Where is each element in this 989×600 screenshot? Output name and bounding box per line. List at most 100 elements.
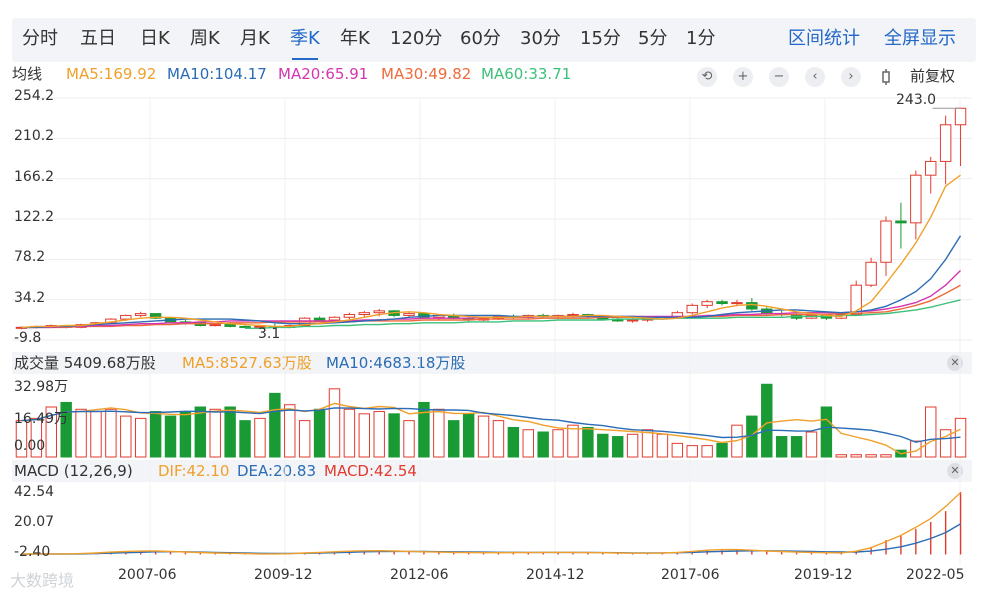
time-axis-label: 2014-12 — [526, 567, 585, 583]
tab-12[interactable]: 5分 — [638, 28, 668, 49]
volume-bar — [179, 411, 192, 458]
volume-bar — [611, 436, 624, 458]
tab-6[interactable]: 季K — [290, 18, 320, 60]
volume-bar — [105, 408, 117, 458]
reset-icon[interactable]: ⟲ — [697, 67, 717, 87]
tab-7[interactable]: 年K — [340, 28, 370, 49]
tab-10[interactable]: 30分 — [520, 28, 561, 49]
volume-axis-label: 0.00 — [14, 438, 46, 454]
price-axis-label: 254.2 — [14, 88, 55, 104]
ma60-value: MA60:33.71 — [481, 65, 572, 83]
tab-8[interactable]: 120分 — [390, 28, 443, 49]
close-macd-icon[interactable]: ✕ — [947, 463, 963, 479]
candle-body — [686, 304, 698, 314]
volume-bar — [462, 413, 475, 458]
volume-bar — [820, 406, 833, 458]
candle-body — [120, 314, 132, 320]
volume-bar — [120, 415, 132, 458]
candle-body — [373, 310, 385, 314]
tab-5[interactable]: 月K — [240, 28, 270, 49]
ma60-line — [245, 299, 961, 329]
volume-bar — [522, 429, 534, 458]
volume-bar — [224, 406, 236, 458]
price-axis-label: 122.2 — [14, 209, 55, 225]
low-price-label: 3.1 — [258, 326, 281, 342]
volume-bar — [418, 401, 430, 458]
volume-bar — [433, 408, 445, 458]
volume-bar — [149, 411, 162, 458]
volume-bar — [30, 417, 43, 458]
volume-bar — [492, 420, 505, 458]
interval-stats-link[interactable]: 区间统计 — [788, 28, 860, 49]
volume-bar — [403, 420, 415, 458]
volume-bar — [164, 415, 177, 458]
scroll-right-icon[interactable]: › — [841, 67, 861, 87]
tab-3[interactable]: 日K — [140, 28, 170, 49]
volume-bar — [805, 431, 818, 458]
ma30-value: MA30:49.82 — [381, 65, 472, 83]
ma-legend-label: 均线 — [12, 65, 43, 83]
adjust-mode-toggle[interactable]: 前复权 — [910, 67, 956, 85]
volume-bar — [775, 436, 788, 458]
zoom-in-icon[interactable]: + — [733, 67, 753, 87]
candle-body — [626, 319, 639, 322]
candle-body — [313, 317, 326, 321]
time-axis-label: 2017-06 — [661, 567, 720, 583]
volume-title: 成交量 5409.68万股 — [14, 354, 156, 372]
volume-bar — [343, 408, 356, 458]
volume-bar — [239, 420, 251, 458]
candle-body — [954, 107, 967, 126]
tab-1[interactable]: 分时 — [22, 28, 58, 49]
candle-type-icon[interactable] — [876, 67, 896, 87]
volume-bar — [373, 411, 385, 458]
ma10-line — [21, 235, 962, 329]
tab-4[interactable]: 周K — [190, 28, 220, 49]
dif-line — [21, 492, 961, 555]
volume-bar — [582, 426, 594, 458]
tab-9[interactable]: 60分 — [460, 28, 501, 49]
volume-bar — [850, 454, 862, 458]
candle-body — [567, 314, 579, 317]
zoom-out-icon[interactable]: − — [769, 67, 789, 87]
volume-bar — [939, 429, 952, 458]
volume-bar — [925, 406, 937, 458]
volume-bar — [865, 454, 877, 458]
tab-13[interactable]: 1分 — [686, 28, 716, 49]
time-axis-label: 2012-06 — [390, 567, 449, 583]
time-axis-label: 2009-12 — [254, 567, 313, 583]
time-axis-label: 2007-06 — [118, 567, 177, 583]
volume-bar — [477, 415, 490, 458]
ma10-value: MA10:104.17 — [167, 65, 267, 83]
macd-axis-label: -2.40 — [14, 544, 51, 560]
fullscreen-link[interactable]: 全屏显示 — [884, 28, 956, 49]
ma30-line — [21, 284, 961, 329]
ma20-value: MA20:65.91 — [278, 65, 369, 83]
candle-body — [134, 313, 147, 316]
price-axis-label: 210.2 — [14, 128, 55, 145]
tab-2[interactable]: 五日 — [80, 28, 116, 49]
candle-body — [328, 316, 341, 321]
volume-bar — [284, 404, 296, 458]
macd-header — [12, 460, 972, 482]
volume-axis-label: 16.49万 — [14, 411, 69, 427]
volume-bar — [656, 433, 669, 458]
volume-bar — [761, 383, 773, 458]
close-volume-icon[interactable]: ✕ — [947, 355, 963, 371]
volume-ma10: MA10:4683.18万股 — [326, 354, 466, 372]
volume-bar — [194, 406, 207, 458]
scroll-left-icon[interactable]: ‹ — [805, 67, 825, 87]
price-axis-label: -9.8 — [14, 330, 42, 346]
volume-bar — [880, 454, 892, 458]
tab-11[interactable]: 15分 — [580, 28, 621, 49]
volume-bar — [134, 417, 147, 458]
candle-body — [701, 301, 713, 306]
volume-bar — [790, 436, 803, 458]
high-price-label: 243.0 — [896, 92, 937, 108]
volume-bar — [254, 417, 266, 458]
volume-bar — [358, 413, 371, 458]
candle-body — [731, 302, 743, 305]
macd-dea: DEA:20.83 — [237, 462, 317, 480]
macd-axis-label: 20.07 — [14, 514, 55, 530]
dea-line — [21, 523, 961, 555]
